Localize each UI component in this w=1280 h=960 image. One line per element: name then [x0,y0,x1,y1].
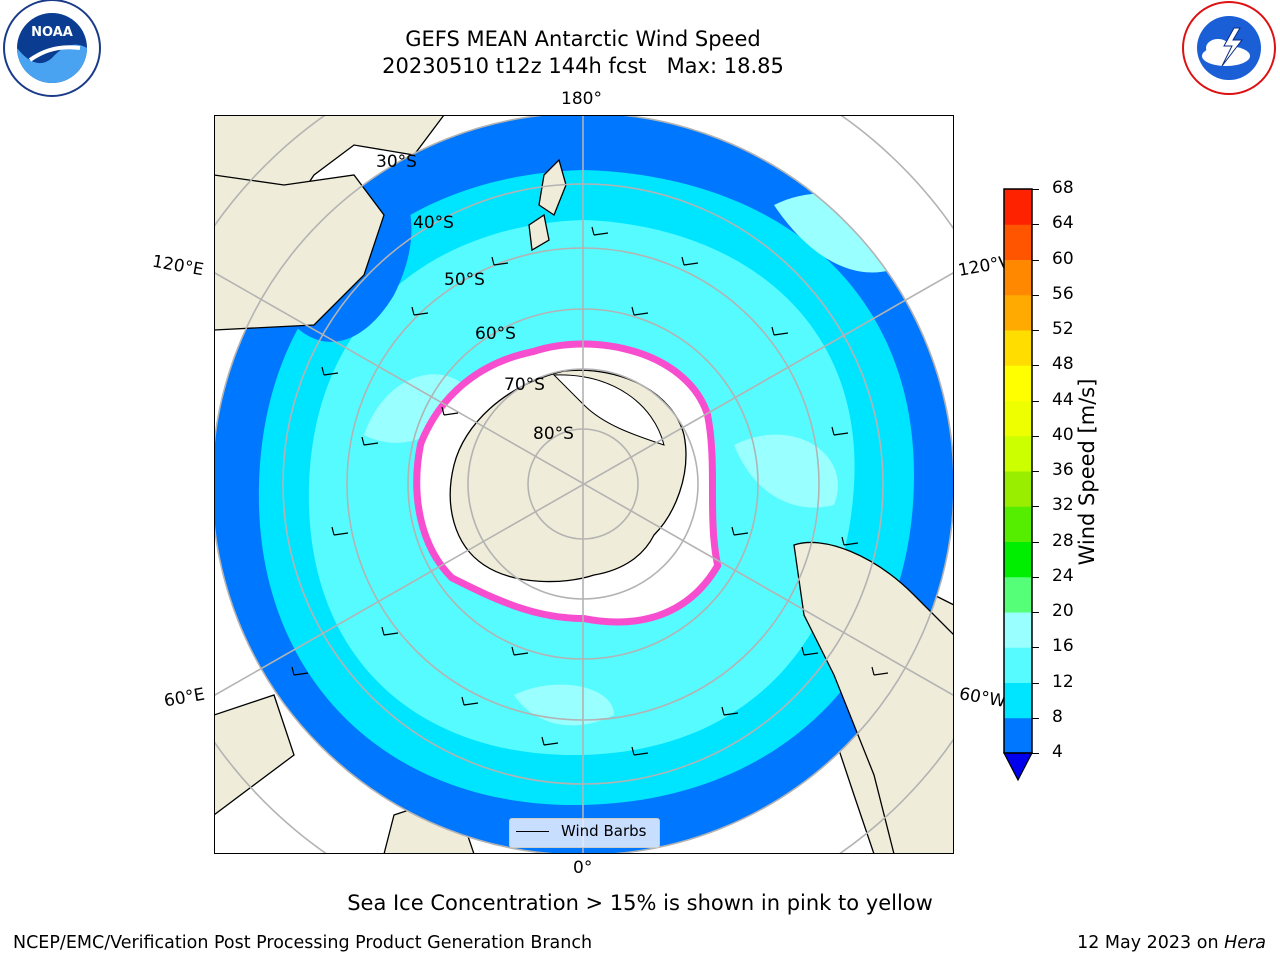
sea-ice-note: Sea Ice Concentration > 15% is shown in … [347,891,933,915]
colorbar-tick-mark [1032,471,1039,472]
plot-subtitle: 20230510 t12z 144h fcst Max: 18.85 [382,54,784,78]
colorbar-tick-mark [1032,647,1039,649]
lat-label-50s: 50°S [444,270,485,290]
lon-label-180: 180° [561,89,602,109]
legend-line-icon [516,831,549,832]
colorbar-tick-mark [1032,294,1039,296]
lat-label-30s: 30°S [376,152,417,172]
footer-date-text: 12 May 2023 on [1077,933,1219,953]
colorbar-tick-label: 64 [1052,213,1074,234]
colorbar-tick-mark [1032,541,1039,543]
lat-label-40s: 40°S [413,213,454,233]
colorbar-tick-mark [1032,259,1039,261]
colorbar-tick-label: 12 [1052,671,1074,692]
colorbar-tick-label: 48 [1052,354,1074,375]
colorbar-tick-label: 32 [1052,495,1074,516]
colorbar-band [1004,294,1032,331]
svg-text:NOAA: NOAA [31,25,73,40]
legend [509,818,660,848]
colorbar-tick-mark [1032,506,1039,508]
colorbar-band [1004,189,1032,225]
colorbar-tick-mark [1032,365,1039,367]
colorbar-tick-mark [1032,576,1039,578]
colorbar-tick-mark [1032,612,1039,613]
colorbar-band [1004,259,1032,296]
footer-credit: NCEP/EMC/Verification Post Processing Pr… [13,933,593,953]
colorbar-band [1004,471,1032,507]
lon-label-60e: 60°E [162,684,207,712]
colorbar-tick-label: 16 [1052,636,1074,657]
colorbar-band [1004,576,1032,613]
plot-title: GEFS MEAN Antarctic Wind Speed [405,27,761,51]
colorbar-tick-label: 20 [1052,601,1074,621]
colorbar-tick-label: 60 [1052,248,1074,269]
colorbar-tick-mark [1032,682,1039,684]
colorbar-band [1004,330,1032,366]
colorbar-band [1004,682,1032,719]
colorbar-tick-mark [1032,330,1039,331]
colorbar-tick-label: 28 [1052,530,1074,551]
colorbar-band [1004,224,1032,260]
wind-barbs [291,226,889,756]
colorbar-band [1004,541,1032,578]
footer-host: Hera [1224,933,1266,953]
colorbar-band [1004,612,1032,648]
lat-label-80s: 80°S [533,424,574,444]
land [214,158,954,854]
legend-label: Wind Barbs [561,822,647,840]
colorbar-tick-mark [1032,435,1039,437]
colorbar-tick-label: 56 [1052,283,1074,304]
colorbar-tick-label: 8 [1052,706,1063,727]
polar-map [214,115,954,854]
lat-label-70s: 70°S [504,375,545,395]
colorbar-tick-label: 36 [1052,460,1074,480]
colorbar-band [1004,506,1032,542]
graticule [214,115,954,854]
colorbar-tick-label: 52 [1052,319,1074,339]
colorbar-tick-mark [1032,224,1039,226]
footer-date: 12 May 2023 on Hera [1077,933,1266,953]
colorbar-band [1004,400,1032,437]
colorbar-tick-label: 40 [1052,424,1074,445]
colorbar-band [1004,647,1032,683]
map-panel [214,115,954,854]
lat-label-60s: 60°S [475,324,516,344]
colorbar-tick-mark [1032,400,1039,402]
colorbar-title: Wind Speed [m/s] [1075,378,1099,566]
lon-label-120e: 120°E [150,251,206,281]
colorbar-band [1004,365,1032,401]
colorbar-band [1004,435,1032,472]
noaa-logo: NOAA [3,0,101,97]
lon-label-0: 0° [573,858,593,878]
colorbar-tick-mark [1032,753,1039,754]
colorbar-tick-mark [1032,717,1039,719]
colorbar-tick-label: 68 [1052,178,1074,198]
colorbar-tick-label: 4 [1052,742,1063,762]
colorbar-tick-label: 24 [1052,565,1074,586]
colorbar [1003,188,1033,782]
nws-logo [1182,1,1276,95]
colorbar-band [1004,717,1032,754]
colorbar-tick-mark [1032,189,1039,190]
colorbar-tick-label: 44 [1052,389,1074,410]
